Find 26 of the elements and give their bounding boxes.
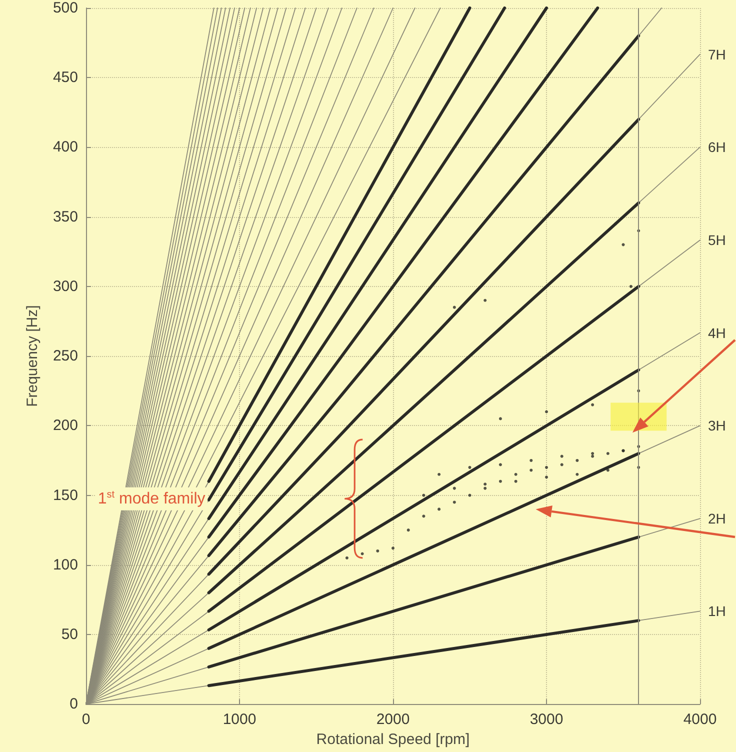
y-axis-title: Frequency [Hz] — [24, 305, 41, 407]
y-tick-label: 100 — [52, 556, 78, 574]
series-label: 7H — [708, 46, 726, 62]
y-tick-label: 0 — [70, 696, 78, 713]
x-tick-label: 1000 — [222, 711, 256, 728]
series-label: 1H — [708, 603, 726, 620]
series-label: 4H — [708, 324, 726, 341]
y-tick-label: 300 — [52, 278, 78, 295]
series-label: 6H — [708, 139, 726, 156]
x-tick-label: 3000 — [530, 711, 564, 728]
y-tick-label: 200 — [52, 417, 78, 434]
y-tick-label: 500 — [52, 0, 78, 16]
x-tick-label: 0 — [82, 711, 90, 728]
y-tick-label: 450 — [52, 69, 78, 86]
y-tick-label: 250 — [52, 348, 78, 365]
y-tick-label: 150 — [52, 486, 78, 504]
x-axis-title: Rotational Speed [rpm] — [316, 731, 470, 748]
x-tick-label: 2000 — [376, 711, 410, 728]
series-label: 2H — [708, 510, 726, 527]
annotation: 1$^{st}$ mode family — [96, 487, 208, 510]
y-tick-label: 400 — [52, 138, 78, 156]
x-tick-label: 4000 — [683, 711, 717, 728]
series-label: 5H — [708, 232, 726, 248]
y-tick-label: 350 — [52, 208, 78, 226]
y-tick-label: 50 — [61, 626, 78, 643]
series-label: 3H — [708, 418, 726, 434]
